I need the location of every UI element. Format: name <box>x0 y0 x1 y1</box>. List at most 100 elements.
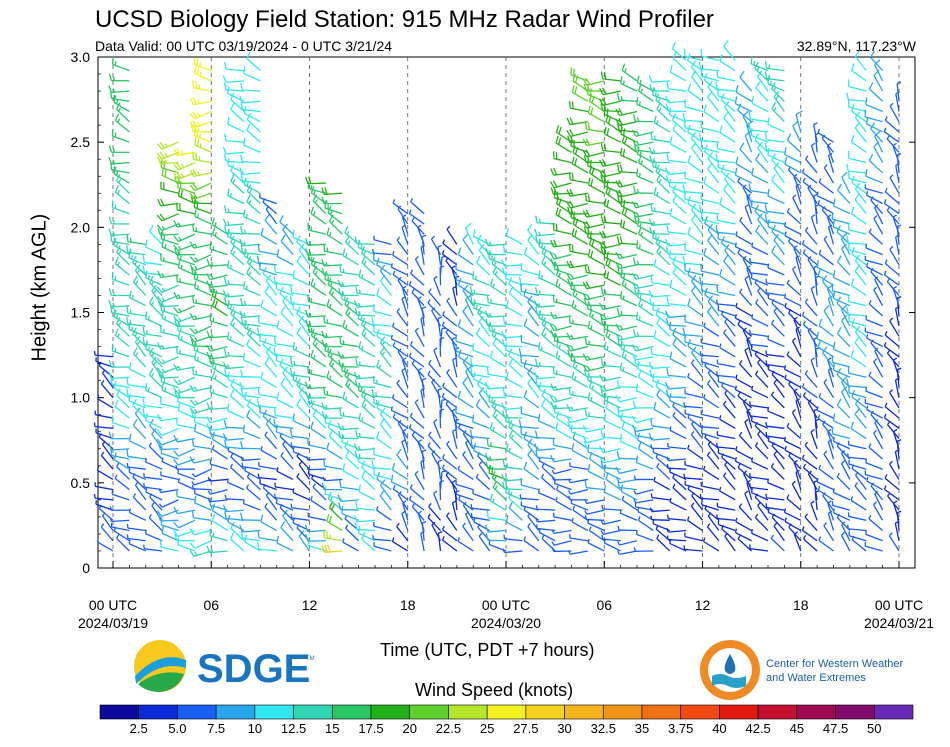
wind-barb <box>354 379 376 389</box>
wind-barb <box>739 360 753 378</box>
wind-barb <box>354 307 376 317</box>
wind-barb <box>631 129 654 137</box>
x-tick-date-label: 2024/03/20 <box>471 615 541 631</box>
wind-barb <box>149 493 163 511</box>
wind-barb <box>636 168 654 184</box>
wind-barb <box>411 359 425 378</box>
wind-barb <box>260 299 278 317</box>
wind-barb <box>304 381 326 390</box>
wind-barb <box>535 505 556 511</box>
wind-barb <box>95 428 114 440</box>
wind-barb <box>765 422 785 429</box>
data-valid-text: Data Valid: 00 UTC 03/19/2024 - 0 UTC 3/… <box>95 38 393 54</box>
wind-barb <box>115 317 130 337</box>
wind-barb <box>357 526 376 542</box>
wind-barb <box>700 211 720 225</box>
wind-barb <box>737 320 753 337</box>
wind-barb <box>373 542 392 552</box>
x-tick-label: 12 <box>302 597 318 613</box>
wind-barb <box>414 327 425 347</box>
colorbar-label: 15 <box>325 721 339 736</box>
wind-barb <box>584 408 605 419</box>
wind-barb <box>457 278 474 297</box>
wind-barb <box>783 221 802 235</box>
wind-barb <box>157 513 179 522</box>
wind-barb <box>836 255 851 276</box>
wind-barb <box>207 489 228 495</box>
wind-barb <box>716 371 736 378</box>
wind-barb <box>847 524 867 532</box>
wind-barb <box>160 324 179 337</box>
colorbar-label: 50 <box>867 721 881 736</box>
colorbar-swatch <box>215 704 256 720</box>
wind-barb <box>246 123 261 143</box>
wind-barb <box>840 376 851 398</box>
wind-barb <box>501 330 523 339</box>
wind-barb <box>391 322 409 337</box>
wind-barb <box>520 426 539 440</box>
wind-barb <box>735 156 752 174</box>
wind-barb <box>818 464 834 480</box>
wind-barb <box>637 298 654 317</box>
wind-barb <box>156 223 179 232</box>
wind-barb <box>211 298 228 317</box>
wind-barb <box>723 329 736 347</box>
wind-barb <box>700 68 720 82</box>
wind-barb <box>632 185 654 194</box>
y-tick-label: 0.5 <box>71 475 91 491</box>
wind-barb <box>533 371 556 380</box>
wind-barb <box>737 534 753 552</box>
y-tick-label: 0 <box>82 560 90 576</box>
wind-barb <box>475 255 491 276</box>
wind-barb <box>665 103 687 113</box>
wind-barb <box>598 98 621 107</box>
wind-barb <box>145 413 163 429</box>
wind-barb <box>431 450 442 470</box>
wind-barb <box>321 196 343 205</box>
wind-barb <box>392 342 409 358</box>
wind-barb <box>538 310 556 327</box>
wind-barb <box>619 219 638 235</box>
wind-barb <box>310 349 327 368</box>
wind-barb <box>823 235 835 255</box>
wind-barb <box>243 66 261 82</box>
wind-barb <box>128 539 147 552</box>
wind-barb <box>701 429 720 440</box>
wind-barb <box>307 294 327 307</box>
wind-barb <box>223 420 245 429</box>
wind-barb <box>683 473 703 481</box>
wind-barb <box>566 200 589 209</box>
wind-barb <box>280 306 294 327</box>
wind-barb <box>584 480 605 491</box>
wind-barb <box>159 539 179 552</box>
wind-barb <box>437 531 443 552</box>
wind-barb <box>864 109 883 123</box>
wind-barb <box>211 217 228 235</box>
wind-barb <box>520 334 539 348</box>
wind-barb <box>706 523 720 542</box>
wind-barb <box>338 288 359 297</box>
wind-barb <box>354 522 376 532</box>
wind-barb <box>615 118 638 127</box>
wind-barb <box>339 408 359 419</box>
wind-barb <box>243 137 261 153</box>
wind-barb <box>428 288 441 307</box>
wind-barb <box>700 338 720 348</box>
wind-barb <box>128 393 147 409</box>
wind-barb <box>737 392 753 409</box>
wind-barb <box>615 466 638 475</box>
wind-barb <box>505 371 523 389</box>
wind-barb <box>376 431 392 450</box>
wind-barb <box>534 287 556 297</box>
wind-barb <box>533 228 556 237</box>
wind-barb <box>190 267 212 276</box>
wind-barb <box>355 286 376 297</box>
wind-barb <box>321 402 343 410</box>
wind-barb <box>391 462 409 480</box>
wind-barb <box>767 188 785 205</box>
wind-barb <box>870 50 884 72</box>
wind-barb <box>355 429 376 440</box>
wind-barb <box>771 245 785 266</box>
wind-barb <box>229 532 245 552</box>
wind-barb <box>462 450 474 470</box>
